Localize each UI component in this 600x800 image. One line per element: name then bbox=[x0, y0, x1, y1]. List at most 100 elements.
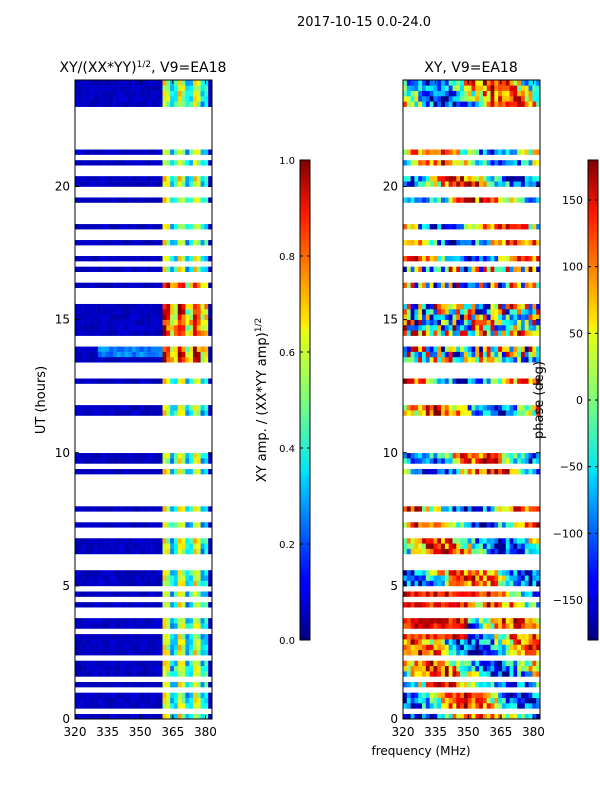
phase-cell bbox=[429, 255, 434, 262]
phase-cell bbox=[425, 159, 430, 166]
phase-cell bbox=[513, 697, 518, 704]
phase-cell bbox=[456, 665, 461, 672]
amp-cell bbox=[135, 324, 140, 331]
phase-cell bbox=[517, 681, 522, 688]
phase-cell bbox=[486, 404, 491, 411]
phase-cell bbox=[448, 458, 453, 464]
phase-cell bbox=[452, 671, 457, 677]
phase-cell bbox=[479, 95, 484, 102]
amp-cell bbox=[94, 633, 99, 640]
phase-cell bbox=[482, 319, 488, 326]
phase-cell bbox=[498, 623, 503, 629]
phase-cell bbox=[513, 149, 518, 155]
amp-cell bbox=[185, 671, 190, 677]
amp-cell bbox=[105, 197, 110, 203]
phase-cell bbox=[467, 639, 472, 645]
phase-cell bbox=[528, 639, 533, 645]
phase-cell bbox=[467, 282, 472, 288]
phase-cell bbox=[509, 101, 514, 107]
amp-cell bbox=[120, 665, 125, 672]
phase-cell bbox=[498, 346, 503, 352]
phase-cell bbox=[524, 703, 529, 709]
amp-cell bbox=[166, 697, 171, 704]
phase-cell bbox=[479, 548, 484, 555]
amp-cell bbox=[116, 623, 121, 629]
amp-cell bbox=[147, 356, 152, 363]
phase-cell bbox=[437, 660, 442, 667]
phase-blank-row bbox=[403, 612, 540, 619]
phase-cell bbox=[422, 324, 427, 331]
amp-cell bbox=[181, 255, 186, 262]
phase-cell bbox=[441, 665, 446, 672]
phase-cell bbox=[418, 506, 423, 512]
phase-cell bbox=[422, 665, 427, 672]
phase-cell bbox=[532, 623, 537, 629]
phase-cell bbox=[444, 671, 449, 677]
amp-cell bbox=[200, 681, 205, 688]
amp-y-tick-label: 5 bbox=[62, 579, 70, 593]
phase-cell bbox=[479, 159, 484, 166]
amp-cell bbox=[135, 458, 140, 464]
amp-cell bbox=[173, 324, 179, 331]
amp-cell bbox=[120, 713, 125, 720]
phase-cell bbox=[520, 404, 526, 411]
phase-cell bbox=[494, 697, 499, 704]
phase-cell bbox=[448, 346, 453, 352]
phase-cell bbox=[501, 404, 507, 411]
amp-cell bbox=[208, 543, 213, 549]
phase-cell bbox=[517, 181, 522, 187]
amp-cell bbox=[128, 404, 133, 411]
phase-cell bbox=[452, 90, 457, 97]
phase-cell bbox=[433, 95, 438, 102]
phase-cell bbox=[513, 159, 518, 166]
phase-cell bbox=[520, 159, 526, 166]
phase-cell bbox=[532, 580, 537, 587]
amp-blank-row bbox=[75, 277, 212, 283]
amp-cell bbox=[158, 697, 163, 704]
phase-cell bbox=[433, 633, 438, 640]
amp-cell bbox=[200, 282, 205, 288]
phase-cell bbox=[479, 617, 484, 624]
phase-blank-row bbox=[403, 245, 540, 251]
phase-cell bbox=[479, 308, 484, 315]
amp-cell bbox=[143, 324, 148, 331]
phase-cell bbox=[501, 175, 507, 182]
phase-cell bbox=[475, 80, 480, 86]
amp-cell bbox=[166, 692, 171, 698]
amp-cell bbox=[143, 521, 148, 528]
phase-cell bbox=[532, 569, 537, 576]
amp-cell bbox=[109, 308, 114, 315]
amp-cell bbox=[173, 378, 179, 384]
phase-cell bbox=[475, 101, 480, 107]
phase-cell bbox=[490, 378, 495, 384]
phase-cell bbox=[536, 223, 541, 230]
phase-cell bbox=[452, 378, 457, 384]
phase-cell bbox=[456, 181, 461, 187]
phase-cell bbox=[441, 101, 446, 107]
amp-cell bbox=[196, 197, 201, 203]
phase-cell bbox=[509, 591, 514, 597]
phase-cell bbox=[501, 90, 507, 97]
amp-cell bbox=[200, 351, 205, 358]
phase-cell bbox=[528, 149, 533, 155]
amp-cell bbox=[128, 378, 133, 384]
phase-cell bbox=[467, 521, 472, 528]
amp-cell bbox=[124, 101, 129, 107]
amp-cell bbox=[173, 303, 179, 310]
phase-cell bbox=[433, 282, 438, 288]
amp-cell bbox=[94, 181, 99, 187]
phase-cell bbox=[513, 468, 518, 475]
phase-cell bbox=[520, 537, 526, 544]
amp-cell bbox=[177, 181, 182, 187]
amp-y-axis-label: UT (hours) bbox=[34, 366, 49, 434]
amp-cell bbox=[135, 506, 140, 512]
amp-cell bbox=[97, 319, 102, 326]
phase-cell bbox=[505, 543, 510, 549]
amp-cell bbox=[208, 506, 213, 512]
amp-cell bbox=[97, 601, 102, 608]
amp-cell bbox=[154, 330, 160, 336]
amp-cell bbox=[204, 410, 209, 416]
amp-cell bbox=[166, 351, 171, 358]
phase-cell bbox=[486, 644, 491, 651]
phase-cell bbox=[422, 580, 427, 587]
